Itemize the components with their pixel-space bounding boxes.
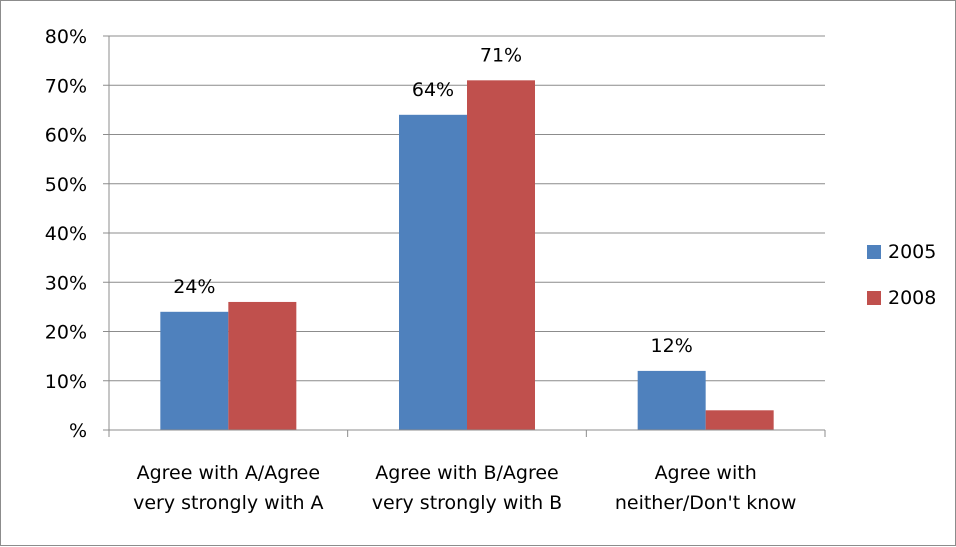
data-label: 64%	[412, 79, 454, 101]
legend: 2005 2008	[867, 241, 936, 309]
y-tick-label: 60%	[45, 125, 87, 147]
y-axis-tick-labels: % 10% 20% 30% 40% 50% 60% 70% 80%	[45, 26, 87, 442]
bars	[160, 80, 774, 431]
data-label: 24%	[173, 276, 215, 298]
legend-swatch-2008	[867, 291, 881, 305]
category-label: Agree with A/Agree	[137, 462, 320, 484]
axes	[103, 35, 826, 437]
category-label: Agree with	[655, 462, 757, 484]
bar-2005-0	[160, 311, 229, 430]
bar-2005-1	[399, 114, 467, 431]
y-tick-label: %	[69, 420, 87, 442]
data-label: 12%	[651, 335, 693, 357]
y-tick-label: 50%	[45, 174, 87, 196]
bar-2008-2	[705, 410, 774, 430]
y-tick-label: 10%	[45, 371, 87, 393]
bar-2008-1	[467, 80, 535, 430]
category-label: neither/Don't know	[615, 492, 797, 514]
y-tick-label: 20%	[45, 322, 87, 344]
y-tick-label: 80%	[45, 26, 87, 48]
data-label: 71%	[480, 44, 522, 66]
legend-swatch-2005	[867, 245, 881, 259]
y-tick-label: 30%	[45, 272, 87, 294]
legend-label: 2005	[888, 241, 936, 263]
category-label: Agree with B/Agree	[375, 462, 559, 484]
bar-2008-0	[228, 301, 297, 430]
category-label: very strongly with B	[372, 492, 562, 514]
data-labels: 24% 64% 71% 12%	[173, 44, 693, 357]
category-label: very strongly with A	[133, 492, 323, 514]
bar-2005-2	[637, 370, 706, 430]
y-tick-label: 70%	[45, 75, 87, 97]
category-labels: Agree with A/Agree very strongly with A Ag…	[133, 462, 796, 514]
y-tick-label: 40%	[45, 223, 87, 245]
legend-label: 2008	[888, 287, 936, 309]
